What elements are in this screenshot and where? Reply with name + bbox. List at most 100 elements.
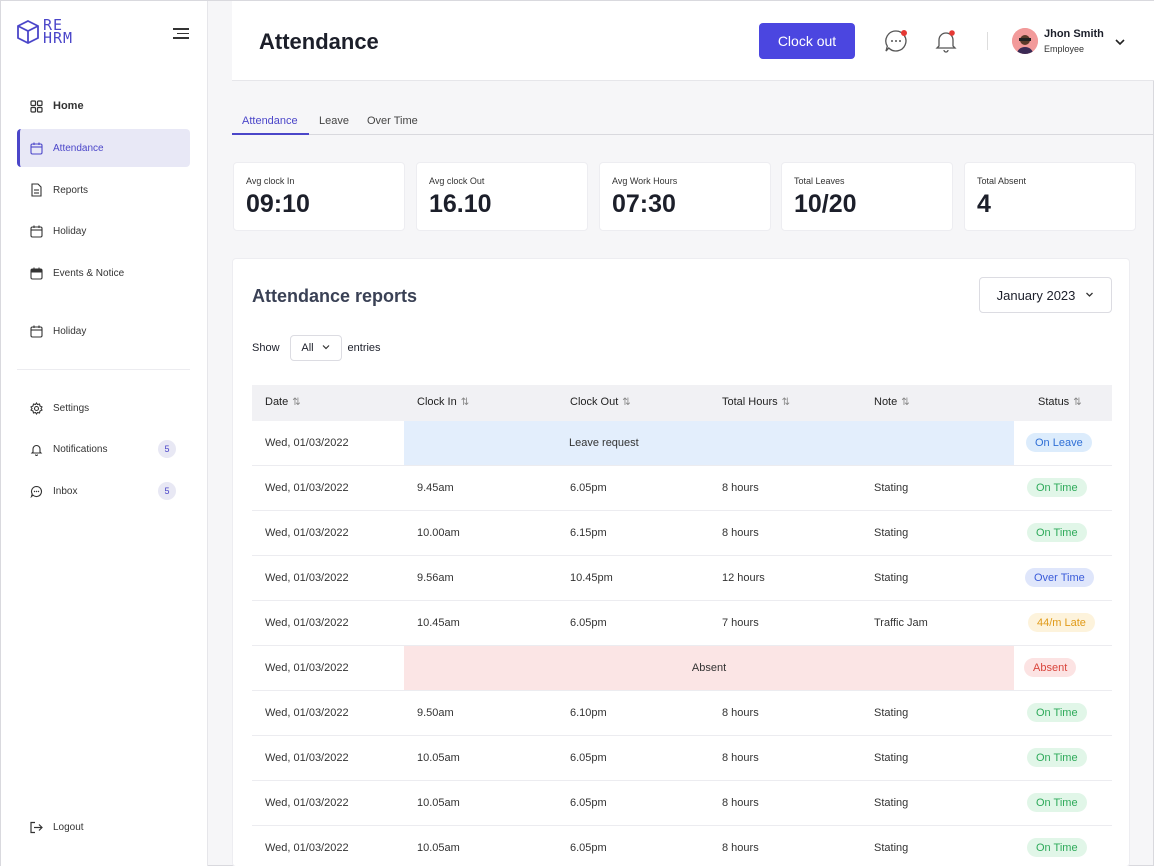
document-icon	[29, 183, 43, 197]
stat-label: Avg clock In	[246, 176, 295, 186]
messages-icon[interactable]	[883, 28, 909, 54]
attendance-reports-panel: Attendance reports January 2023 Show All…	[232, 258, 1130, 866]
sidebar-item-attendance[interactable]: Attendance	[17, 129, 190, 167]
table-row[interactable]: Wed, 01/03/2022 10.05am 6.05pm 8 hours Stati…	[252, 736, 1112, 781]
table-row[interactable]: Wed, 01/03/2022 10.05am 6.05pm 8 hours Stati…	[252, 781, 1112, 826]
cell-clock-out: 6.10pm	[570, 707, 607, 719]
page-title: Attendance	[259, 29, 379, 54]
stat-label: Total Absent	[977, 176, 1027, 186]
table-row[interactable]: Wed, 01/03/2022 10.00am 6.15pm 8 hours Stati…	[252, 511, 1112, 556]
cell-clock-in: 10.45am	[417, 617, 460, 629]
table-row[interactable]: Wed, 01/03/2022 10.05am 6.05pm 8 hours Stati…	[252, 826, 1112, 866]
table-header: Date ⇅ Clock In ⇅ Clock Out ⇅ Total Hours ⇅ …	[252, 385, 1112, 421]
cell-clock-in: 10.05am	[417, 752, 460, 764]
calendar-icon	[29, 141, 43, 155]
cell-date: Wed, 01/03/2022	[265, 662, 349, 674]
cell-clock-out: 6.05pm	[570, 617, 607, 629]
column-header-date[interactable]: Date ⇅	[265, 396, 301, 408]
table-row[interactable]: Wed, 01/03/2022 Leave request On Leave	[252, 421, 1112, 466]
calendar-icon	[29, 324, 43, 338]
chevron-down-icon	[1085, 290, 1094, 301]
column-header-clock-in[interactable]: Clock In ⇅	[417, 396, 469, 408]
column-header-clock-out[interactable]: Clock Out ⇅	[570, 396, 631, 408]
cell-clock-out: 6.05pm	[570, 482, 607, 494]
app-logo[interactable]: RE HRM	[17, 16, 74, 47]
sidebar: RE HRM Home Attendance Reports	[1, 1, 208, 866]
cell-clock-out: 6.05pm	[570, 842, 607, 854]
stat-value: 07:30	[612, 190, 676, 218]
stat-label: Avg Work Hours	[612, 176, 678, 186]
status-badge: On Time	[1027, 523, 1087, 542]
stat-card-avg-clock-out: Avg clock Out 16.10	[416, 162, 588, 231]
sidebar-item-notifications[interactable]: Notifications 5	[17, 430, 190, 468]
column-header-status[interactable]: Status ⇅	[1038, 396, 1082, 408]
column-header-total-hours[interactable]: Total Hours ⇅	[722, 396, 790, 408]
notification-bell-icon[interactable]	[933, 28, 959, 54]
avatar[interactable]	[1012, 28, 1038, 54]
entries-select-value: All	[301, 342, 314, 354]
month-select-value: January 2023	[996, 287, 1076, 303]
sidebar-item-label: Reports	[53, 184, 89, 196]
entries-select[interactable]: All	[289, 335, 342, 361]
table-row[interactable]: Wed, 01/03/2022 Absent Absent	[252, 646, 1112, 691]
tab-over-time[interactable]: Over Time	[367, 115, 418, 127]
cube-logo-icon	[17, 20, 39, 44]
tab-attendance[interactable]: Attendance	[242, 115, 298, 127]
status-badge: Over Time	[1025, 568, 1094, 587]
cell-total-hours: 7 hours	[722, 617, 759, 629]
table-row[interactable]: Wed, 01/03/2022 9.45am 6.05pm 8 hours Statin…	[252, 466, 1112, 511]
sidebar-item-logout[interactable]: Logout	[17, 808, 190, 846]
cell-total-hours: 12 hours	[722, 572, 765, 584]
menu-toggle-icon[interactable]	[173, 28, 189, 40]
status-badge: Absent	[1024, 658, 1077, 677]
sort-icon: ⇅	[292, 397, 301, 408]
stat-value: 10/20	[794, 190, 857, 218]
sidebar-item-label: Events & Notice	[53, 267, 125, 279]
span-label: Absent	[691, 662, 727, 674]
sidebar-item-label: Home	[53, 100, 84, 112]
cell-clock-out: 6.05pm	[570, 797, 607, 809]
logo-text-line2: HRM	[43, 29, 74, 47]
stat-value: 09:10	[246, 190, 310, 218]
cell-clock-out: 6.05pm	[570, 752, 607, 764]
logout-icon	[29, 820, 43, 834]
cell-total-hours: 8 hours	[722, 797, 759, 809]
chevron-down-icon[interactable]	[1114, 35, 1126, 47]
stat-card-total-leaves: Total Leaves 10/20	[781, 162, 953, 231]
table-row[interactable]: Wed, 01/03/2022 9.56am 10.45pm 12 hours Stat…	[252, 556, 1112, 601]
cell-note: Stating	[874, 572, 909, 584]
cell-total-hours: 8 hours	[722, 707, 759, 719]
cell-note: Stating	[874, 842, 909, 854]
tab-leave[interactable]: Leave	[319, 115, 349, 127]
sidebar-item-label: Attendance	[53, 142, 104, 154]
calendar-filled-icon	[29, 266, 43, 280]
cell-clock-in: 10.05am	[417, 797, 460, 809]
user-name: Jhon Smith	[1044, 28, 1104, 40]
sidebar-item-inbox[interactable]: Inbox 5	[17, 472, 190, 510]
table-row[interactable]: Wed, 01/03/2022 9.50am 6.10pm 8 hours Statin…	[252, 691, 1112, 736]
sidebar-item-reports[interactable]: Reports	[17, 171, 190, 209]
column-label: Date	[265, 396, 289, 408]
sidebar-item-label: Notifications	[53, 443, 108, 455]
attendance-tabs: Attendance Leave Over Time	[232, 109, 1154, 135]
sidebar-item-home[interactable]: Home	[17, 87, 190, 125]
sidebar-item-label: Logout	[53, 821, 84, 833]
cell-clock-out: 6.15pm	[570, 527, 607, 539]
sidebar-item-holiday[interactable]: Holiday	[17, 212, 190, 250]
stat-card-avg-clock-in: Avg clock In 09:10	[233, 162, 405, 231]
month-select[interactable]: January 2023	[979, 277, 1112, 313]
column-header-note[interactable]: Note ⇅	[874, 396, 910, 408]
logo-text: RE HRM	[43, 16, 74, 47]
sidebar-item-holiday-2[interactable]: Holiday	[17, 312, 190, 350]
table-row[interactable]: Wed, 01/03/2022 10.45am 6.05pm 7 hours Traff…	[252, 601, 1112, 646]
logo-text-line1: RE	[43, 16, 64, 34]
clock-out-button[interactable]: Clock out	[759, 23, 855, 59]
cell-date: Wed, 01/03/2022	[265, 797, 349, 809]
stat-value: 4	[977, 190, 991, 218]
sidebar-item-settings[interactable]: Settings	[17, 389, 190, 427]
reports-title: Attendance reports	[252, 286, 418, 306]
cell-date: Wed, 01/03/2022	[265, 842, 349, 854]
table-body: Wed, 01/03/2022 Leave request On Leave Wed,…	[252, 421, 1112, 866]
sidebar-item-events-notice[interactable]: Events & Notice	[17, 254, 190, 292]
absent-span-cell: Absent	[404, 646, 1014, 690]
